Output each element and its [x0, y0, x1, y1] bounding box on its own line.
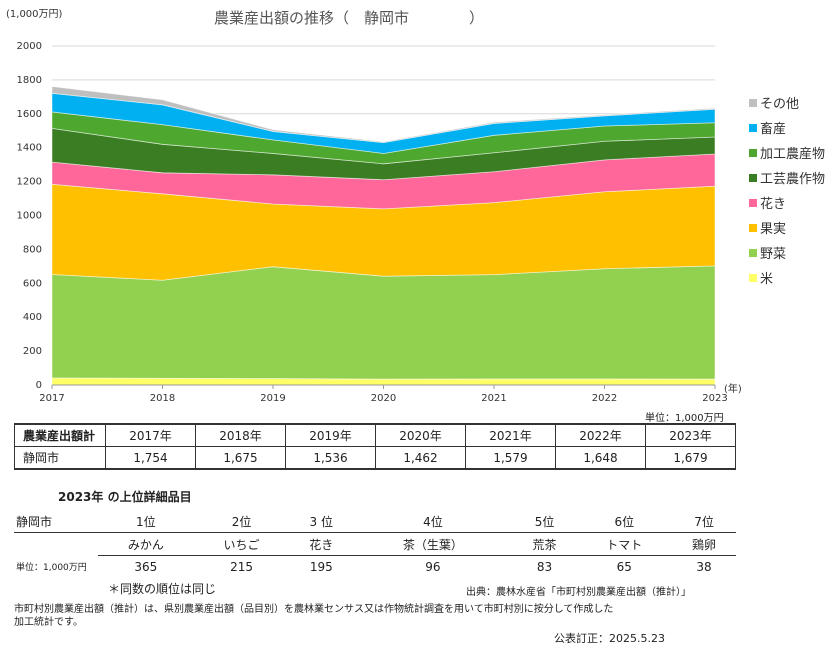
- year-header: 2020年: [375, 423, 466, 447]
- legend-swatch: [749, 224, 757, 232]
- legend-swatch: [749, 199, 757, 207]
- rank-label: 6位: [576, 510, 673, 533]
- totals-table: 農業産出額計 2017年 2018年 2019年 2020年 2021年 202…: [14, 423, 736, 470]
- y-tick-label: 200: [23, 346, 42, 357]
- axis-layer: 0 200 400 600 800 1000 1200 1400 1600 1800 2000 201…: [17, 41, 728, 404]
- ranking-value-row: 単位：1,000万円 365 215 195 96 83 65 38: [14, 556, 736, 579]
- y-tick-label: 1400: [17, 143, 42, 154]
- x-tick-label: 2017: [39, 393, 64, 404]
- ranking-rank-row: 静岡市 1位 2位 3 位 4位 5位 6位 7位: [14, 510, 736, 533]
- y-tick-label: 1800: [17, 75, 42, 86]
- legend-swatch: [749, 99, 757, 107]
- legend-swatch: [749, 249, 757, 257]
- ranking-item: 花き: [289, 532, 354, 556]
- totals-value-row: 静岡市 1,754 1,675 1,536 1,462 1,579 1,648 …: [14, 446, 736, 470]
- ranking-value: 215: [230, 560, 253, 574]
- chart-title: 農業産出額の推移（ 静岡市 ）: [214, 9, 484, 27]
- description-line-1: 市町村別農業産出額（推計）は、県別農業産出額（品目別）を農林業センサス又は作物統…: [14, 604, 614, 615]
- ranking-value: 96: [425, 560, 441, 574]
- x-tick-label: 2020: [371, 393, 396, 404]
- legend-label: 野菜: [760, 247, 786, 262]
- ranking-item-lead: [14, 533, 98, 556]
- ranking-item: いちご: [193, 532, 290, 556]
- legend-label: その他: [760, 97, 799, 112]
- ranking-item: 茶（生葉）: [353, 532, 513, 556]
- rank-label: 4位: [353, 510, 513, 533]
- legend-label: 畜産: [760, 121, 786, 137]
- legend-swatch: [749, 274, 757, 282]
- ranking-item: トマト: [576, 532, 673, 556]
- year-header: 2017年: [105, 423, 196, 447]
- legend-label: 花き: [760, 196, 786, 212]
- ranking-value: 195: [309, 560, 333, 574]
- x-tick-label: 2021: [481, 393, 506, 404]
- y-tick-label: 600: [23, 278, 42, 289]
- stacked-area-chart: 農業産出額の推移（ 静岡市 ） (1,000万円) (年) 0 200 400 600…: [6, 9, 825, 404]
- year-header: 2021年: [465, 423, 556, 447]
- ranking-unit: 単位：1,000万円: [16, 563, 87, 574]
- rank-label: 7位: [672, 510, 736, 533]
- x-axis-unit-label: (年): [724, 382, 742, 395]
- y-tick-label: 400: [23, 312, 42, 323]
- totals-header-row: 農業産出額計 2017年 2018年 2019年 2020年 2021年 202…: [14, 423, 736, 447]
- rank-label: 1位: [98, 510, 194, 533]
- legend-label: 加工農産物: [760, 146, 825, 162]
- x-tick-label: 2019: [260, 393, 285, 404]
- unit-note: 単位：1,000万円: [645, 413, 724, 424]
- ranking-value: 83: [536, 560, 553, 574]
- revision-note: 公表訂正：2025.5.23: [554, 632, 665, 645]
- y-tick-label: 800: [23, 244, 42, 255]
- area-series: [51, 86, 716, 144]
- year-header: 2023年: [645, 423, 736, 447]
- legend-swatch: [749, 174, 757, 182]
- legend-label: 果実: [760, 221, 786, 237]
- description-line-2: 加工統計です。: [14, 617, 83, 628]
- rank-label: 2位: [193, 510, 290, 533]
- y-tick-label: 1000: [17, 211, 42, 222]
- year-header: 2022年: [555, 423, 646, 447]
- total-value: 1,462: [375, 446, 466, 470]
- ranking-item: 荒茶: [512, 532, 577, 556]
- y-tick-label: 1600: [17, 109, 42, 120]
- rank-label: 3 位: [289, 510, 354, 533]
- y-tick-label: 2000: [17, 41, 42, 52]
- same-rank-note: ＊同数の順位は同じ: [108, 582, 217, 596]
- total-value: 1,579: [465, 446, 556, 470]
- ranking-item-row: みかん いちご 花き 茶（生葉） 荒茶 トマト 鶏卵: [14, 532, 736, 556]
- ranking-table: 静岡市 1位 2位 3 位 4位 5位 6位 7位 みかん いちご 花き 茶（生…: [14, 510, 736, 578]
- ranking-value: 38: [696, 560, 712, 574]
- x-tick-label: 2018: [150, 393, 175, 404]
- ranking-title: 2023年 の上位詳細品目: [58, 490, 192, 504]
- total-value: 1,679: [645, 446, 736, 470]
- ranking-value: 65: [616, 560, 632, 574]
- rank-label: 5位: [512, 510, 577, 533]
- year-header: 2019年: [285, 423, 376, 447]
- totals-header-label: 農業産出額計: [14, 423, 106, 447]
- ranking-item: 鶏卵: [672, 532, 736, 556]
- ranking-item: みかん: [98, 532, 194, 556]
- total-value: 1,675: [195, 446, 286, 470]
- legend-label: 工芸農作物: [760, 171, 825, 187]
- total-value: 1,536: [285, 446, 376, 470]
- y-axis-unit-label: (1,000万円): [6, 9, 63, 20]
- x-tick-label: 2022: [592, 393, 617, 404]
- ranking-value: 365: [134, 560, 158, 574]
- year-header: 2018年: [195, 423, 286, 447]
- legend-swatch: [749, 149, 757, 157]
- ranking-city: 静岡市: [14, 510, 98, 533]
- y-tick-label: 0: [36, 380, 42, 391]
- legend-label: 米: [760, 272, 773, 287]
- legend-swatch: [749, 124, 757, 132]
- area-series-layer: [51, 86, 716, 386]
- source-note: 出典：農林水産省「市町村別農業産出額（推計）」: [466, 587, 691, 598]
- x-tick-label: 2023: [702, 393, 727, 404]
- totals-row-label: 静岡市: [14, 446, 106, 470]
- area-series: [51, 265, 716, 380]
- total-value: 1,648: [555, 446, 646, 470]
- y-tick-label: 1200: [17, 177, 42, 188]
- total-value: 1,754: [105, 446, 196, 470]
